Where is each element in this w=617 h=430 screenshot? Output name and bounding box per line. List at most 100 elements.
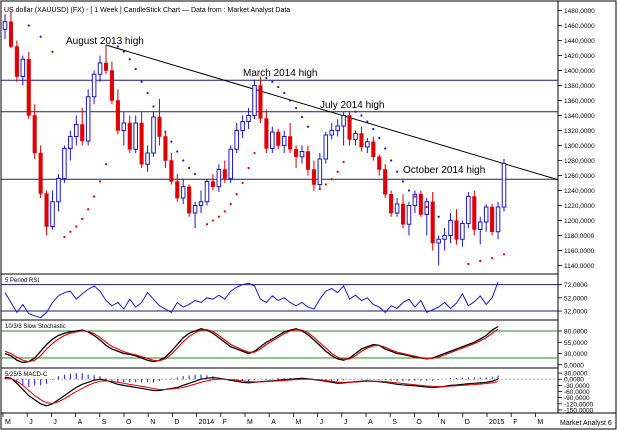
candle-body	[430, 201, 435, 244]
candle-body	[103, 62, 109, 71]
psar-dot	[247, 166, 250, 170]
month-label: 2015	[489, 419, 505, 426]
candle-body	[311, 169, 316, 185]
candle-body	[270, 131, 275, 149]
annotation-mar2014: March 2014 high	[243, 68, 318, 79]
indicator-layer	[1, 281, 558, 407]
month-label: M	[295, 419, 301, 426]
candle-body	[335, 125, 340, 131]
psar-dot	[318, 187, 321, 191]
candle-body	[192, 205, 198, 214]
psar-dot	[294, 106, 298, 110]
candle-body	[91, 73, 97, 98]
psar-dot	[182, 159, 185, 162]
psar-dot	[164, 130, 167, 134]
month-label: J	[53, 419, 57, 426]
candle-body	[14, 46, 19, 77]
candle-body	[424, 201, 430, 215]
psar-dot	[229, 202, 232, 206]
candle-body	[157, 116, 162, 137]
candle-body	[62, 148, 67, 179]
psar-dot	[81, 217, 84, 221]
candle-body	[74, 124, 79, 137]
psar-dot	[116, 45, 119, 48]
rsi-panel	[0, 273, 559, 321]
candle-body	[32, 115, 37, 154]
month-label: J	[320, 419, 324, 426]
month-label: N	[150, 419, 155, 426]
candle-body	[329, 130, 335, 136]
month-label: S	[392, 419, 397, 426]
candle-body	[252, 85, 257, 116]
price-tick-label: 1440,0000	[564, 38, 595, 45]
psar-dot	[152, 105, 155, 108]
price-tick-label: 1420,0000	[564, 53, 595, 60]
price-tick-label: 1220,0000	[564, 203, 595, 210]
candle-body	[80, 124, 85, 142]
candle-body	[483, 206, 489, 223]
candle-body	[169, 160, 174, 182]
candle-body	[151, 116, 156, 154]
price-tick-label: 1240,0000	[564, 188, 595, 195]
candle-body	[377, 156, 382, 170]
candle-body	[44, 193, 49, 227]
psar-dot	[223, 210, 226, 213]
candle-body	[97, 62, 103, 75]
macd-signal-line	[4, 377, 499, 404]
candle-body	[133, 122, 138, 150]
candle-body	[305, 151, 310, 170]
psar-dot	[205, 223, 209, 226]
axis-panel	[557, 0, 617, 414]
candle-body	[317, 158, 323, 185]
candle-body	[240, 121, 245, 131]
psar-dot	[407, 189, 411, 192]
psar-dot	[93, 195, 96, 198]
psar-dot	[69, 230, 72, 233]
psar-dot	[158, 118, 161, 121]
psar-dot	[491, 256, 494, 260]
month-label: J	[29, 419, 33, 426]
psar-dot	[277, 85, 280, 89]
price-tick-label: 1200,0000	[564, 218, 595, 225]
candle-body	[50, 201, 55, 227]
candle-body	[436, 238, 441, 244]
rsi-line	[4, 281, 499, 319]
psar-dot	[75, 225, 78, 228]
psar-dot	[104, 163, 108, 166]
stochastic-tick-label: 80,0000	[564, 329, 588, 336]
month-axis	[0, 412, 617, 430]
macd-label: 5/25/5 MACD-C	[5, 372, 48, 378]
candle-body	[359, 133, 364, 148]
price-tick-label: 1460,0000	[564, 23, 595, 30]
candle-body	[145, 152, 150, 165]
chart-title: US dollar (XAUUSD) (FX) - [ 1 Week ] Can…	[4, 7, 290, 14]
candle-body	[222, 169, 227, 179]
month-label: O	[126, 419, 132, 426]
candle-body	[371, 141, 376, 157]
psar-dot	[437, 215, 440, 218]
candle-body	[198, 201, 204, 206]
stochastic-tick-label: 55,0000	[564, 340, 588, 347]
psar-dot	[39, 35, 42, 38]
psar-dot	[306, 125, 310, 128]
candle-body	[38, 152, 43, 194]
candle-body	[454, 220, 459, 240]
price-tick-label: 1340,0000	[564, 113, 595, 120]
month-label: A	[78, 419, 83, 426]
price-layer	[1, 12, 559, 266]
candle-body	[400, 203, 406, 225]
psar-dot	[122, 50, 125, 53]
psar-dot	[170, 140, 173, 143]
candle-body	[288, 136, 293, 150]
psar-dot	[140, 80, 143, 83]
candle-body	[175, 181, 180, 199]
psar-dot	[188, 166, 191, 170]
candle-body	[258, 85, 263, 119]
macd-tick-label: -120,0000	[564, 401, 594, 408]
psar-dot	[146, 91, 149, 95]
psar-dot	[366, 120, 369, 123]
candle-body	[466, 196, 471, 224]
psar-dot	[336, 170, 339, 173]
price-tick-label: 1400,0000	[564, 68, 595, 75]
macd-panel	[0, 367, 559, 414]
